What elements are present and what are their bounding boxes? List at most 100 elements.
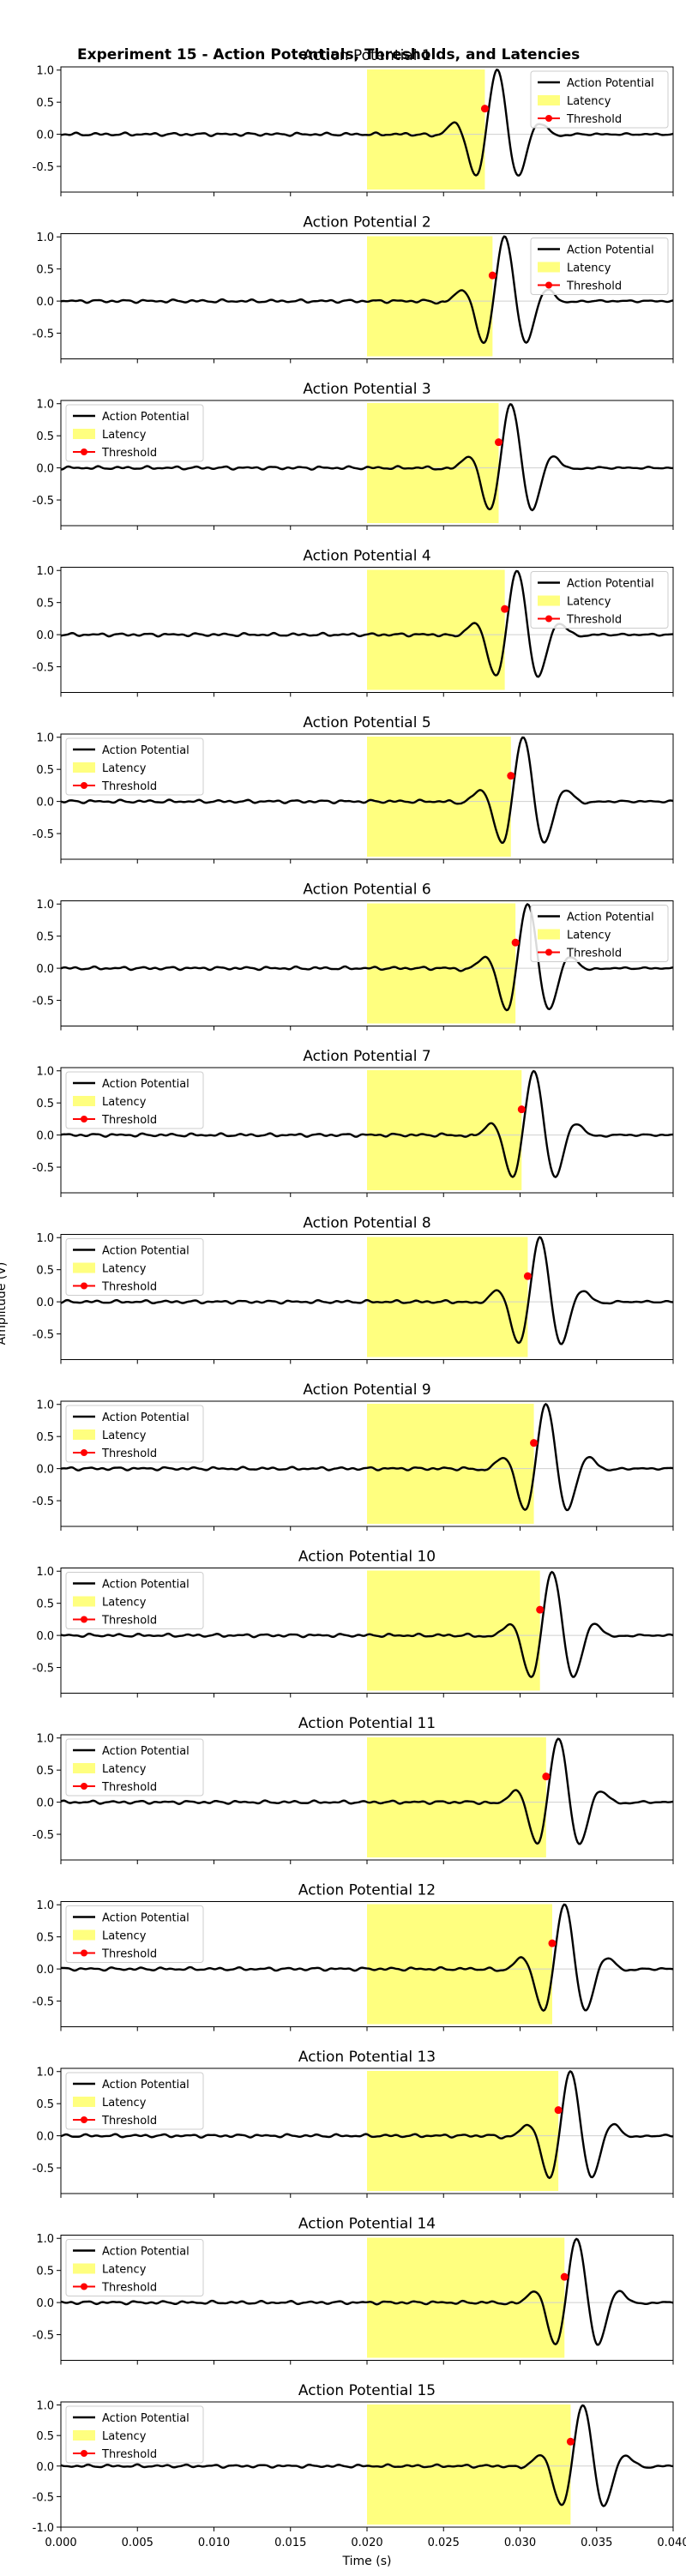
legend-label: Action Potential xyxy=(102,2079,190,2091)
y-axis-label: Amplitude (V) xyxy=(0,1262,9,1345)
y-tick-label: 0.5 xyxy=(36,97,54,110)
y-tick-label: -0.5 xyxy=(33,1829,54,1842)
action-potential-trace xyxy=(61,736,673,845)
y-tick-label: 0.5 xyxy=(36,1265,54,1278)
panel-title: Action Potential 15 xyxy=(298,2382,436,2399)
y-tick-label: -1.0 xyxy=(33,2522,54,2535)
y-tick-label: 0.0 xyxy=(36,1964,54,1977)
legend-frame xyxy=(530,905,669,962)
y-tick-label: -0.5 xyxy=(33,328,54,341)
y-tick-label: -0.5 xyxy=(33,662,54,675)
legend: Action Potential Latency Threshold xyxy=(530,571,669,629)
y-tick-label: 0.5 xyxy=(36,764,54,777)
legend-label: Threshold xyxy=(101,447,157,460)
latency-span xyxy=(367,1404,534,1524)
panel-7: Action Potential 7 -0.5 0.0 0.5 1.0 Action Po… xyxy=(33,1048,674,1197)
action-potential-trace xyxy=(61,1402,673,1512)
y-tick-label: 1.0 xyxy=(36,1066,54,1079)
legend-frame xyxy=(65,2405,204,2464)
threshold-marker xyxy=(530,1439,539,1447)
x-tick-label: 0.030 xyxy=(504,2537,536,2549)
y-tick-label: 0.0 xyxy=(36,2297,54,2310)
legend-frame xyxy=(65,2072,204,2130)
panel-2: Action Potential 2 -0.5 0.0 0.5 1.0 Action Po… xyxy=(33,214,674,364)
legend: Action Potential Latency Threshold xyxy=(65,2072,204,2130)
x-tick-label: 0.025 xyxy=(428,2537,460,2549)
panel-5: Action Potential 5 -0.5 0.0 0.5 1.0 Action Po… xyxy=(33,714,674,864)
y-tick-label: 0.0 xyxy=(36,1630,54,1643)
latency-span xyxy=(367,1570,540,1691)
threshold-marker xyxy=(480,105,489,113)
legend-swatch-threshold-marker xyxy=(545,115,552,122)
y-tick-label: 0.0 xyxy=(36,2461,54,2474)
legend: Action Potential Latency Threshold xyxy=(530,905,669,962)
action-potential-trace xyxy=(61,2070,673,2180)
latency-span xyxy=(367,236,493,357)
y-tick-label: 1.0 xyxy=(36,1566,54,1579)
legend-label: Action Potential xyxy=(102,1411,190,1424)
action-potential-trace xyxy=(61,235,673,345)
legend-label: Action Potential xyxy=(102,744,190,757)
legend-label: Threshold xyxy=(101,1447,157,1460)
panel-title: Action Potential 7 xyxy=(303,1048,430,1065)
legend-swatch-latency xyxy=(73,1596,95,1607)
legend-label: Action Potential xyxy=(102,1912,190,1925)
threshold-marker xyxy=(554,2106,563,2115)
x-tick-label: 0.035 xyxy=(581,2537,612,2549)
panel-title: Action Potential 11 xyxy=(298,1715,436,1732)
legend-label: Threshold xyxy=(101,1281,157,1294)
panel-15: Action Potential 15 -1.0 -0.5 0.0 0.5 1.0 0.00… xyxy=(33,2382,686,2549)
legend-label: Latency xyxy=(102,1096,147,1109)
legend-swatch-latency xyxy=(538,595,560,606)
legend-label: Latency xyxy=(102,1930,147,1943)
legend-swatch-latency xyxy=(73,762,95,773)
panel-13: Action Potential 13 -0.5 0.0 0.5 1.0 Action P… xyxy=(33,2049,674,2198)
legend: Action Potential Latency Threshold xyxy=(65,404,204,462)
latency-span xyxy=(367,737,511,857)
panel-3: Action Potential 3 -0.5 0.0 0.5 1.0 Action Po… xyxy=(33,381,674,530)
legend-label: Threshold xyxy=(101,2282,157,2295)
legend-swatch-latency xyxy=(73,1429,95,1440)
legend-swatch-threshold-marker xyxy=(81,1783,87,1790)
latency-span xyxy=(367,1737,546,1857)
legend-label: Action Potential xyxy=(102,1245,190,1258)
y-tick-label: 1.0 xyxy=(36,399,54,412)
legend-swatch-threshold-marker xyxy=(81,782,87,789)
figure-suptitle: Experiment 15 - Action Potentials, Thres… xyxy=(77,46,581,63)
legend-swatch-latency xyxy=(73,1763,95,1773)
y-tick-label: 0.5 xyxy=(36,2266,54,2278)
panel-title: Action Potential 3 xyxy=(303,381,430,398)
legend-frame xyxy=(65,1405,204,1463)
action-potential-trace xyxy=(61,2237,673,2346)
legend-frame xyxy=(65,1738,204,1797)
latency-span xyxy=(367,2071,559,2191)
legend-label: Latency xyxy=(102,2430,147,2443)
legend-label: Action Potential xyxy=(567,244,654,257)
legend: Action Potential Latency Threshold xyxy=(65,1405,204,1463)
y-tick-label: 0.0 xyxy=(36,1797,54,1810)
legend-label: Action Potential xyxy=(102,411,190,424)
latency-span xyxy=(367,69,485,190)
threshold-marker xyxy=(542,1773,551,1781)
legend-frame xyxy=(65,1572,204,1629)
action-potential-trace xyxy=(61,1236,673,1345)
panel-1: Action Potential 1 -0.5 0.0 0.5 1.0 Action Po… xyxy=(33,47,674,196)
y-tick-label: 0.0 xyxy=(36,2131,54,2144)
legend-label: Threshold xyxy=(566,113,622,126)
latency-span xyxy=(367,1237,528,1357)
y-tick-label: 0.5 xyxy=(36,1098,54,1110)
legend-frame xyxy=(65,1905,204,1963)
y-tick-label: 0.0 xyxy=(36,463,54,476)
latency-span xyxy=(367,569,505,690)
y-tick-label: -0.5 xyxy=(33,1496,54,1508)
threshold-marker xyxy=(488,271,496,280)
y-tick-label: -0.5 xyxy=(33,1329,54,1342)
x-tick-label: 0.015 xyxy=(274,2537,306,2549)
x-axis-label: Time (s) xyxy=(342,2555,392,2568)
legend-label: Latency xyxy=(102,1263,147,1276)
y-tick-label: 1.0 xyxy=(36,1733,54,1746)
legend-swatch-latency xyxy=(73,2430,95,2441)
y-tick-label: -0.5 xyxy=(33,1663,54,1676)
y-tick-label: -0.5 xyxy=(33,2163,54,2176)
